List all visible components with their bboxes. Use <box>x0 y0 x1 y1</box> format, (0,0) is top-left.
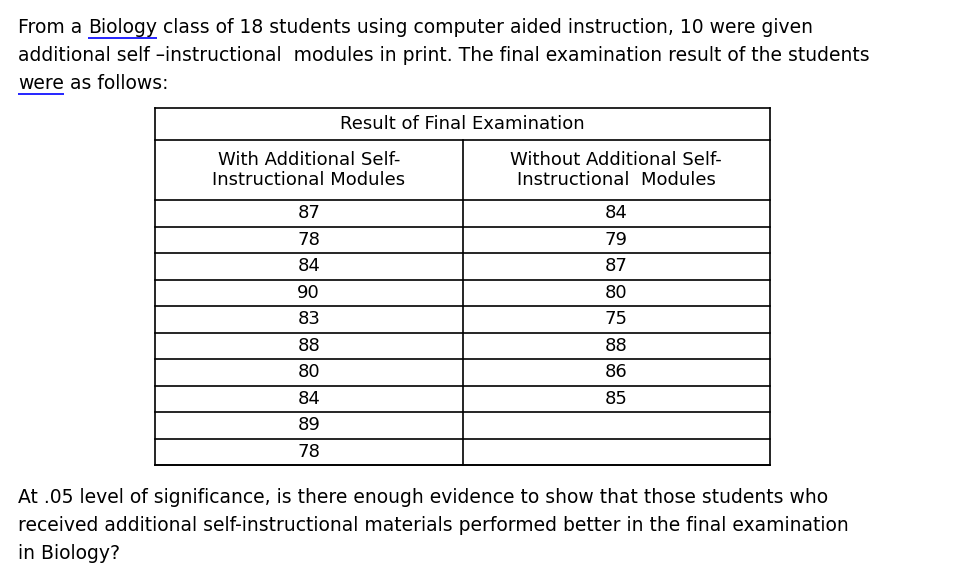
Text: 88: 88 <box>605 337 628 355</box>
Text: Biology: Biology <box>88 18 157 37</box>
Text: 89: 89 <box>297 416 320 434</box>
Text: 75: 75 <box>605 310 628 328</box>
Text: 84: 84 <box>605 204 628 223</box>
Text: Instructional Modules: Instructional Modules <box>212 171 405 189</box>
Text: Without Additional Self-: Without Additional Self- <box>511 151 722 169</box>
Text: 86: 86 <box>605 363 628 381</box>
Text: 84: 84 <box>297 390 320 407</box>
Text: 80: 80 <box>605 284 627 302</box>
Text: Result of Final Examination: Result of Final Examination <box>340 115 585 133</box>
Text: additional self –instructional  modules in print. The final examination result o: additional self –instructional modules i… <box>18 46 870 65</box>
Text: 83: 83 <box>297 310 320 328</box>
Text: class of 18 students using computer aided instruction, 10 were given: class of 18 students using computer aide… <box>157 18 814 37</box>
Text: 84: 84 <box>297 257 320 275</box>
Text: 79: 79 <box>605 231 628 249</box>
Text: were: were <box>18 74 64 93</box>
Text: as follows:: as follows: <box>64 74 168 93</box>
Text: Instructional  Modules: Instructional Modules <box>517 171 716 189</box>
Text: 87: 87 <box>605 257 628 275</box>
Text: With Additional Self-: With Additional Self- <box>218 151 400 169</box>
Text: received additional self-instructional materials performed better in the final e: received additional self-instructional m… <box>18 516 849 535</box>
Text: 85: 85 <box>605 390 628 407</box>
Text: From a: From a <box>18 18 88 37</box>
Text: in Biology?: in Biology? <box>18 544 120 563</box>
Text: 87: 87 <box>297 204 320 223</box>
Text: 78: 78 <box>297 443 320 461</box>
Text: 88: 88 <box>297 337 320 355</box>
Text: At .05 level of significance, is there enough evidence to show that those studen: At .05 level of significance, is there e… <box>18 488 828 507</box>
Text: 80: 80 <box>297 363 320 381</box>
Text: 90: 90 <box>297 284 320 302</box>
Text: 78: 78 <box>297 231 320 249</box>
